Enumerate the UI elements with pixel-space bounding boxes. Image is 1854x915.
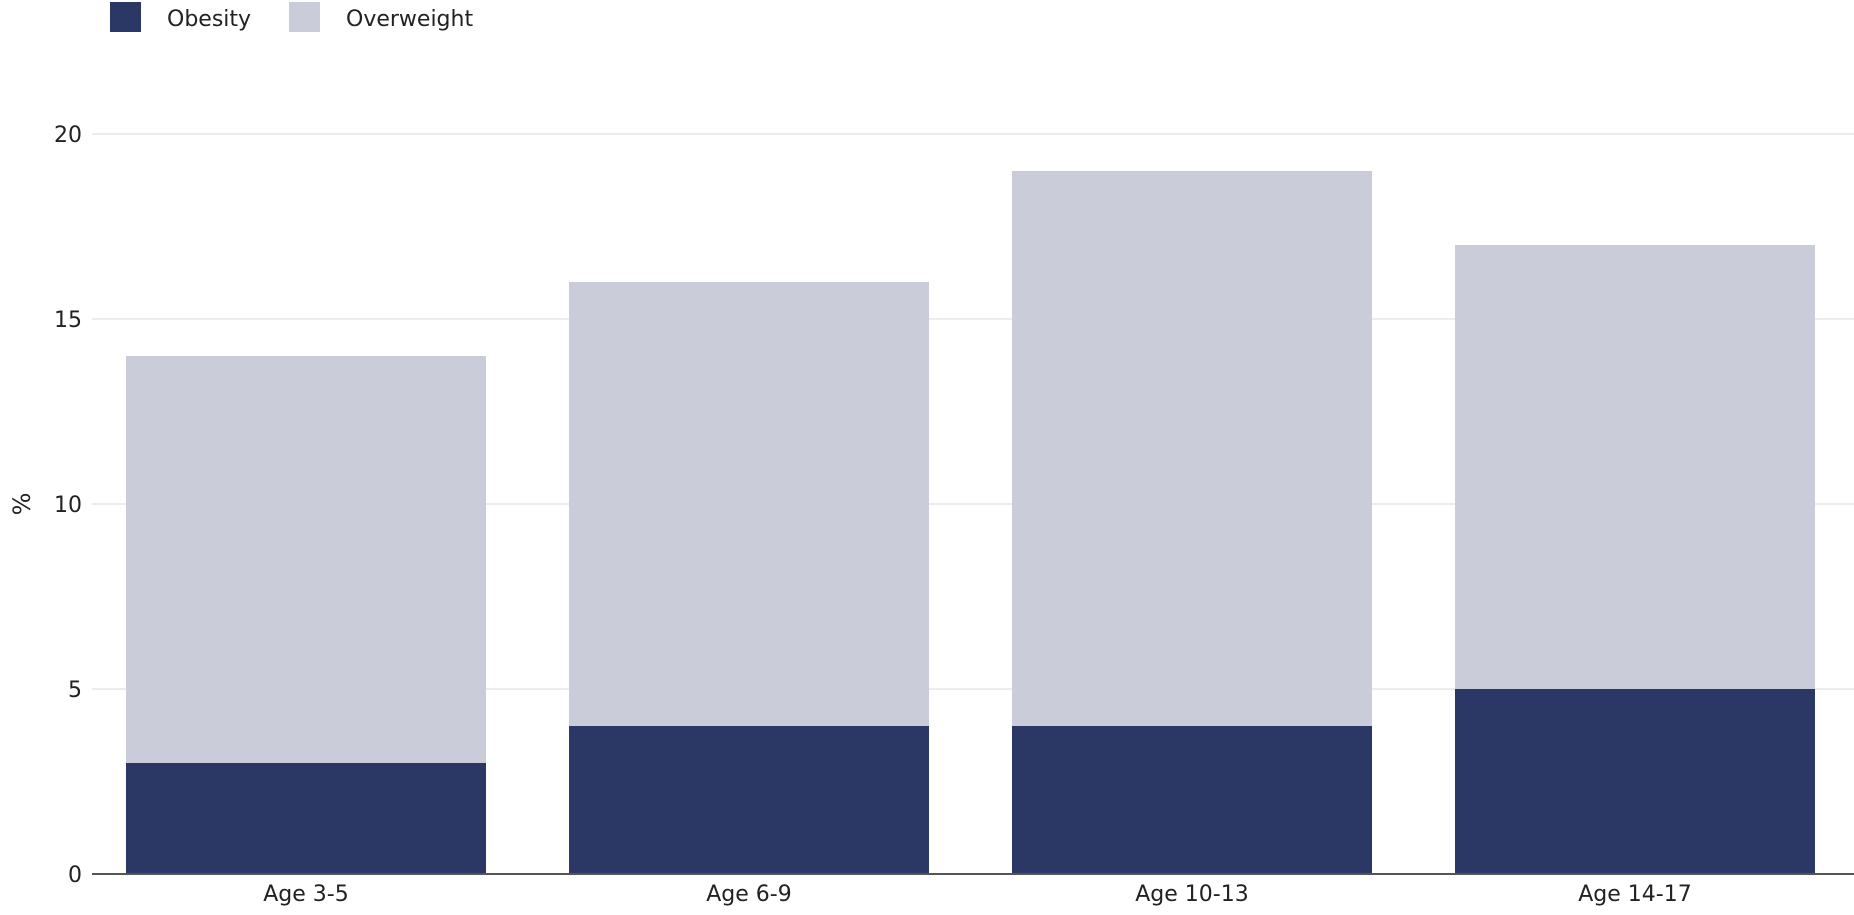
- x-tick-label: Age 10-13: [1135, 882, 1248, 907]
- bar-obesity-age-10-13: [1012, 726, 1372, 874]
- bar-overweight-age-3-5: [126, 356, 486, 763]
- x-tick-label: Age 14-17: [1578, 882, 1691, 907]
- axes: % 0 5 10 15 20 Age 3-5 Age 6-9 Age 10-13 Age 14-…: [8, 123, 1854, 907]
- legend-label-overweight: Overweight: [346, 7, 473, 32]
- x-tick-label: Age 6-9: [706, 882, 791, 907]
- y-axis-title: %: [8, 493, 36, 516]
- legend-swatch-overweight: [289, 2, 320, 32]
- legend-label-obesity: Obesity: [167, 7, 251, 32]
- y-tick-label: 10: [54, 493, 82, 518]
- x-tick-label: Age 3-5: [263, 882, 348, 907]
- y-tick-label: 15: [54, 308, 82, 333]
- bar-overweight-age-6-9: [569, 282, 929, 726]
- legend-item-obesity[interactable]: Obesity: [110, 2, 251, 32]
- bar-obesity-age-14-17: [1455, 689, 1815, 874]
- bar-overweight-age-14-17: [1455, 245, 1815, 689]
- bar-obesity-age-3-5: [126, 763, 486, 874]
- y-tick-label: 20: [54, 123, 82, 148]
- legend-swatch-obesity: [110, 2, 141, 32]
- bar-overweight-age-10-13: [1012, 171, 1372, 726]
- bar-obesity-age-6-9: [569, 726, 929, 874]
- bars: [126, 171, 1815, 874]
- legend-item-overweight[interactable]: Overweight: [289, 2, 473, 32]
- legend: Obesity Overweight: [110, 2, 473, 32]
- y-tick-label: 5: [68, 678, 82, 703]
- y-tick-label: 0: [68, 863, 82, 888]
